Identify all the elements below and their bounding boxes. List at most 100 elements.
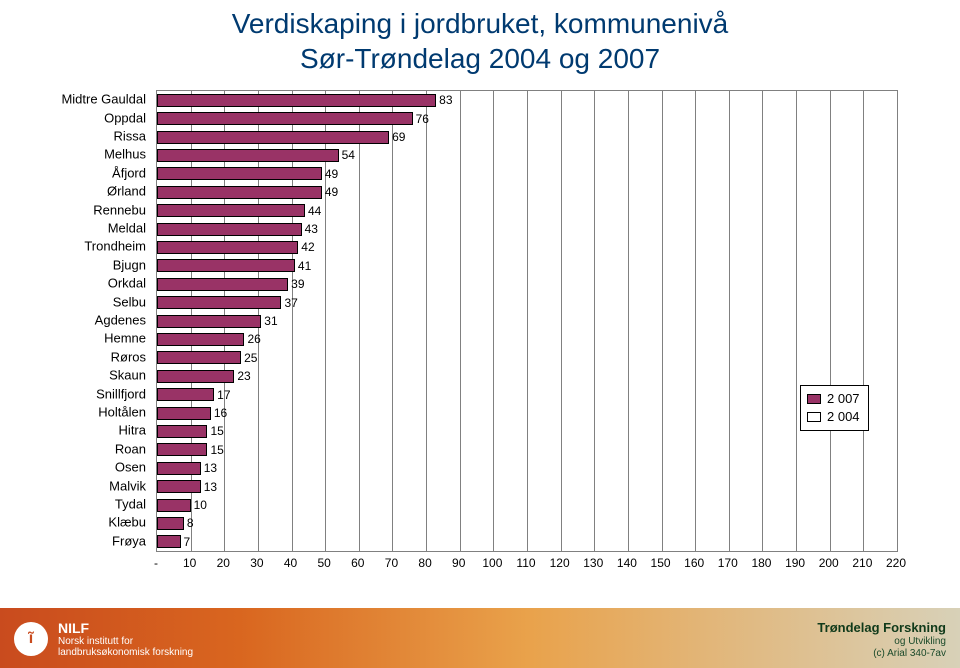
x-tick-label: 100 [482, 556, 502, 570]
x-tick-label: 70 [385, 556, 398, 570]
bar-value-label: 44 [308, 204, 321, 218]
x-tick-label: 120 [550, 556, 570, 570]
x-tick-label: 40 [284, 556, 297, 570]
bar-value-label: 13 [204, 461, 217, 475]
bar: 44 [157, 204, 305, 217]
y-tick-label: Ørland [107, 184, 146, 199]
x-tick-label: 220 [886, 556, 906, 570]
chart-container: Midtre Gauldal Oppdal Rissa Melhus Åfjord Ørl… [40, 90, 920, 590]
y-tick-label: Holtålen [98, 405, 146, 420]
nilf-line1: NILF [58, 621, 193, 636]
bar-value-label: 83 [439, 93, 452, 107]
y-tick-label: Røros [111, 349, 146, 364]
chart-title: Verdiskaping i jordbruket, kommunenivå S… [0, 0, 960, 76]
gridline [863, 91, 864, 551]
y-tick-label: Rissa [113, 129, 146, 144]
bar: 15 [157, 443, 207, 456]
bar: 10 [157, 499, 191, 512]
bar-value-label: 69 [392, 130, 405, 144]
bar-value-label: 43 [305, 222, 318, 236]
x-tick-label: 50 [317, 556, 330, 570]
bar: 13 [157, 462, 201, 475]
bar-value-label: 17 [217, 388, 230, 402]
x-tick-label: 180 [751, 556, 771, 570]
y-tick-label: Roan [115, 441, 146, 456]
x-tick-label: 150 [651, 556, 671, 570]
y-tick-label: Osen [115, 460, 146, 475]
legend-label: 2 007 [827, 390, 860, 408]
gridline [662, 91, 663, 551]
bar: 7 [157, 535, 181, 548]
gridline [695, 91, 696, 551]
bar: 25 [157, 351, 241, 364]
bar: 37 [157, 296, 281, 309]
y-tick-label: Trondheim [84, 239, 146, 254]
nilf-text: NILF Norsk institutt for landbruksøkonom… [58, 621, 193, 658]
bar: 76 [157, 112, 413, 125]
x-tick-label: 80 [418, 556, 431, 570]
y-tick-label: Tydal [115, 497, 146, 512]
bar-value-label: 13 [204, 480, 217, 494]
y-tick-label: Frøya [112, 533, 146, 548]
gridline [460, 91, 461, 551]
y-tick-label: Hemne [104, 331, 146, 346]
bar: 42 [157, 241, 298, 254]
bar-value-label: 49 [325, 185, 338, 199]
footer-right: Trøndelag Forskning og Utvikling (c) Ari… [817, 620, 946, 660]
y-tick-label: Klæbu [108, 515, 146, 530]
bar: 49 [157, 186, 322, 199]
x-tick-label: 170 [718, 556, 738, 570]
bar-value-label: 15 [210, 443, 223, 457]
nilf-logo-icon: ĩ [14, 622, 48, 656]
bar: 26 [157, 333, 244, 346]
y-tick-label: Oppdal [104, 110, 146, 125]
bar-value-label: 15 [210, 424, 223, 438]
gridline [628, 91, 629, 551]
bar: 43 [157, 223, 302, 236]
bar-value-label: 16 [214, 406, 227, 420]
gridline [527, 91, 528, 551]
gridline [493, 91, 494, 551]
bar: 54 [157, 149, 339, 162]
title-line-2: Sør-Trøndelag 2004 og 2007 [300, 43, 660, 74]
bar: 17 [157, 388, 214, 401]
x-tick-label: 190 [785, 556, 805, 570]
gridline [762, 91, 763, 551]
footer-right-line2: og Utvikling [817, 636, 946, 648]
x-tick-label: 20 [217, 556, 230, 570]
bar: 49 [157, 167, 322, 180]
bar-value-label: 10 [194, 498, 207, 512]
bar-value-label: 54 [342, 148, 355, 162]
bar: 69 [157, 131, 389, 144]
bar-value-label: 25 [244, 351, 257, 365]
bar-value-label: 49 [325, 167, 338, 181]
y-tick-label: Hitra [119, 423, 146, 438]
y-tick-label: Selbu [113, 294, 146, 309]
legend-item: 2 007 [807, 390, 860, 408]
bar-value-label: 23 [237, 369, 250, 383]
gridline [359, 91, 360, 551]
gridline [594, 91, 595, 551]
y-tick-label: Åfjord [112, 165, 146, 180]
y-tick-label: Melhus [104, 147, 146, 162]
bar-value-label: 31 [264, 314, 277, 328]
bar-value-label: 76 [416, 112, 429, 126]
legend: 2 0072 004 [800, 385, 869, 431]
bar: 23 [157, 370, 234, 383]
footer-left: ĩ NILF Norsk institutt for landbruksøkon… [14, 621, 193, 658]
nilf-line3: landbruksøkonomisk forskning [58, 647, 193, 658]
plot-area: 8376695449494443424139373126252317161515… [156, 90, 898, 552]
legend-swatch [807, 394, 821, 404]
bar: 83 [157, 94, 436, 107]
y-tick-label: Agdenes [95, 313, 146, 328]
title-line-1: Verdiskaping i jordbruket, kommunenivå [232, 8, 728, 39]
legend-item: 2 004 [807, 408, 860, 426]
legend-swatch [807, 412, 821, 422]
y-tick-label: Midtre Gauldal [61, 92, 146, 107]
footer-right-line1: Trøndelag Forskning [817, 620, 946, 636]
x-tick-label: 140 [617, 556, 637, 570]
y-tick-label: Meldal [108, 221, 146, 236]
bar-value-label: 42 [301, 240, 314, 254]
y-axis-labels: Midtre Gauldal Oppdal Rissa Melhus Åfjord Ørl… [40, 90, 150, 550]
x-axis-labels: -102030405060708090100110120130140150160… [156, 554, 896, 574]
